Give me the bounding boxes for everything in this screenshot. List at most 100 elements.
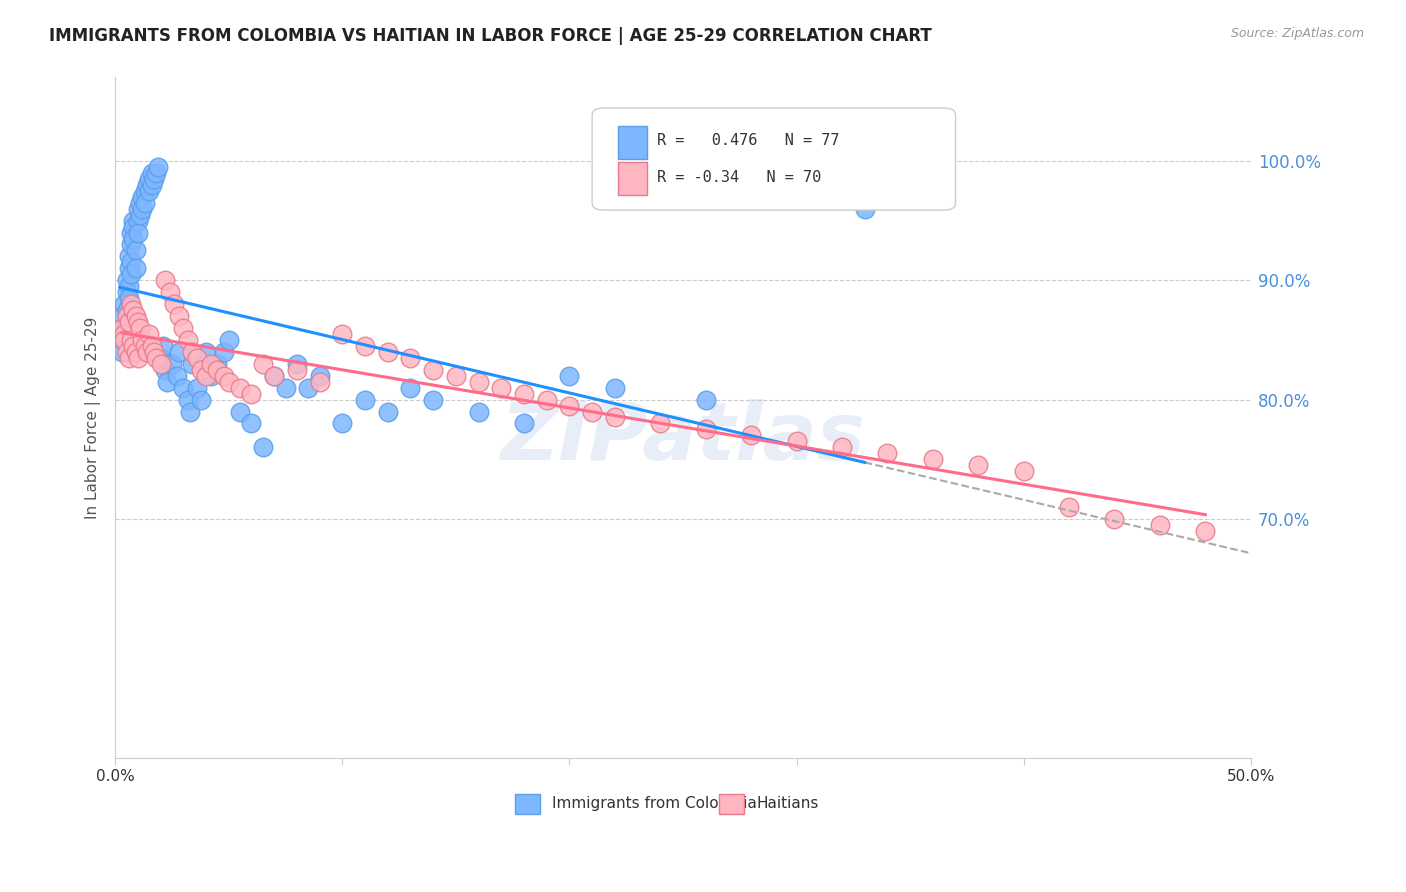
Point: [330, 417, 353, 431]
Point: [513, 417, 536, 431]
Point: [190, 392, 212, 407]
Point: [695, 392, 717, 407]
Point: [115, 315, 138, 329]
Point: [1194, 524, 1216, 538]
Point: [120, 237, 142, 252]
Point: [124, 309, 146, 323]
Point: [297, 381, 319, 395]
Point: [240, 417, 263, 431]
Point: [422, 392, 444, 407]
Point: [200, 368, 222, 383]
Text: Haitians: Haitians: [756, 797, 820, 812]
Point: [876, 446, 898, 460]
Bar: [619, 162, 647, 195]
Point: [377, 344, 399, 359]
Point: [127, 213, 149, 227]
Point: [118, 351, 141, 365]
Point: [145, 351, 167, 365]
Point: [112, 333, 135, 347]
Point: [491, 381, 513, 395]
Point: [252, 440, 274, 454]
Point: [212, 344, 235, 359]
Point: [145, 166, 167, 180]
Point: [118, 261, 141, 276]
Point: [740, 428, 762, 442]
Point: [229, 381, 252, 395]
Point: [138, 172, 160, 186]
Point: [115, 303, 138, 318]
Point: [285, 357, 308, 371]
Point: [166, 368, 188, 383]
Point: [207, 357, 229, 371]
Point: [149, 357, 172, 371]
Text: IMMIGRANTS FROM COLOMBIA VS HAITIAN IN LABOR FORCE | AGE 25-29 CORRELATION CHART: IMMIGRANTS FROM COLOMBIA VS HAITIAN IN L…: [49, 27, 932, 45]
Point: [218, 333, 240, 347]
Point: [115, 285, 138, 300]
Point: [149, 351, 172, 365]
Point: [120, 268, 142, 282]
Point: [1149, 517, 1171, 532]
Point: [444, 368, 467, 383]
Point: [134, 339, 156, 353]
Point: [190, 363, 212, 377]
Point: [853, 202, 876, 216]
Point: [108, 326, 131, 341]
Text: Source: ZipAtlas.com: Source: ZipAtlas.com: [1230, 27, 1364, 40]
Point: [467, 404, 489, 418]
Point: [354, 392, 377, 407]
Bar: [619, 127, 647, 159]
Point: [167, 309, 190, 323]
Point: [122, 231, 145, 245]
Point: [167, 344, 190, 359]
Point: [240, 386, 263, 401]
FancyBboxPatch shape: [592, 108, 956, 210]
Point: [122, 339, 145, 353]
Point: [122, 219, 145, 234]
Point: [650, 417, 672, 431]
Point: [212, 368, 235, 383]
Point: [122, 303, 145, 318]
Point: [536, 392, 558, 407]
Point: [127, 226, 149, 240]
Point: [118, 315, 141, 329]
Point: [118, 249, 141, 263]
Point: [263, 368, 285, 383]
Point: [1104, 512, 1126, 526]
Point: [558, 368, 581, 383]
Point: [195, 344, 218, 359]
Point: [831, 440, 853, 454]
Point: [921, 452, 943, 467]
Point: [124, 261, 146, 276]
Point: [252, 357, 274, 371]
Point: [308, 375, 330, 389]
Point: [422, 363, 444, 377]
Text: R =   0.476   N = 77: R = 0.476 N = 77: [657, 133, 839, 148]
Point: [603, 410, 626, 425]
Point: [118, 291, 141, 305]
Point: [129, 195, 152, 210]
Point: [177, 392, 200, 407]
Point: [179, 404, 201, 418]
Point: [581, 404, 603, 418]
Point: [148, 160, 170, 174]
Point: [138, 184, 160, 198]
Point: [186, 381, 208, 395]
Point: [786, 434, 808, 449]
Point: [122, 213, 145, 227]
Point: [399, 351, 422, 365]
Point: [163, 297, 186, 311]
Point: [131, 202, 153, 216]
Point: [136, 178, 159, 192]
Point: [142, 344, 165, 359]
Point: [134, 184, 156, 198]
Point: [159, 285, 181, 300]
Bar: [515, 794, 540, 814]
Text: ZIPatlas: ZIPatlas: [501, 399, 866, 477]
Point: [131, 190, 153, 204]
Point: [1012, 464, 1035, 478]
Point: [111, 321, 134, 335]
Point: [127, 351, 149, 365]
Point: [285, 363, 308, 377]
Point: [141, 178, 163, 192]
Point: [127, 315, 149, 329]
